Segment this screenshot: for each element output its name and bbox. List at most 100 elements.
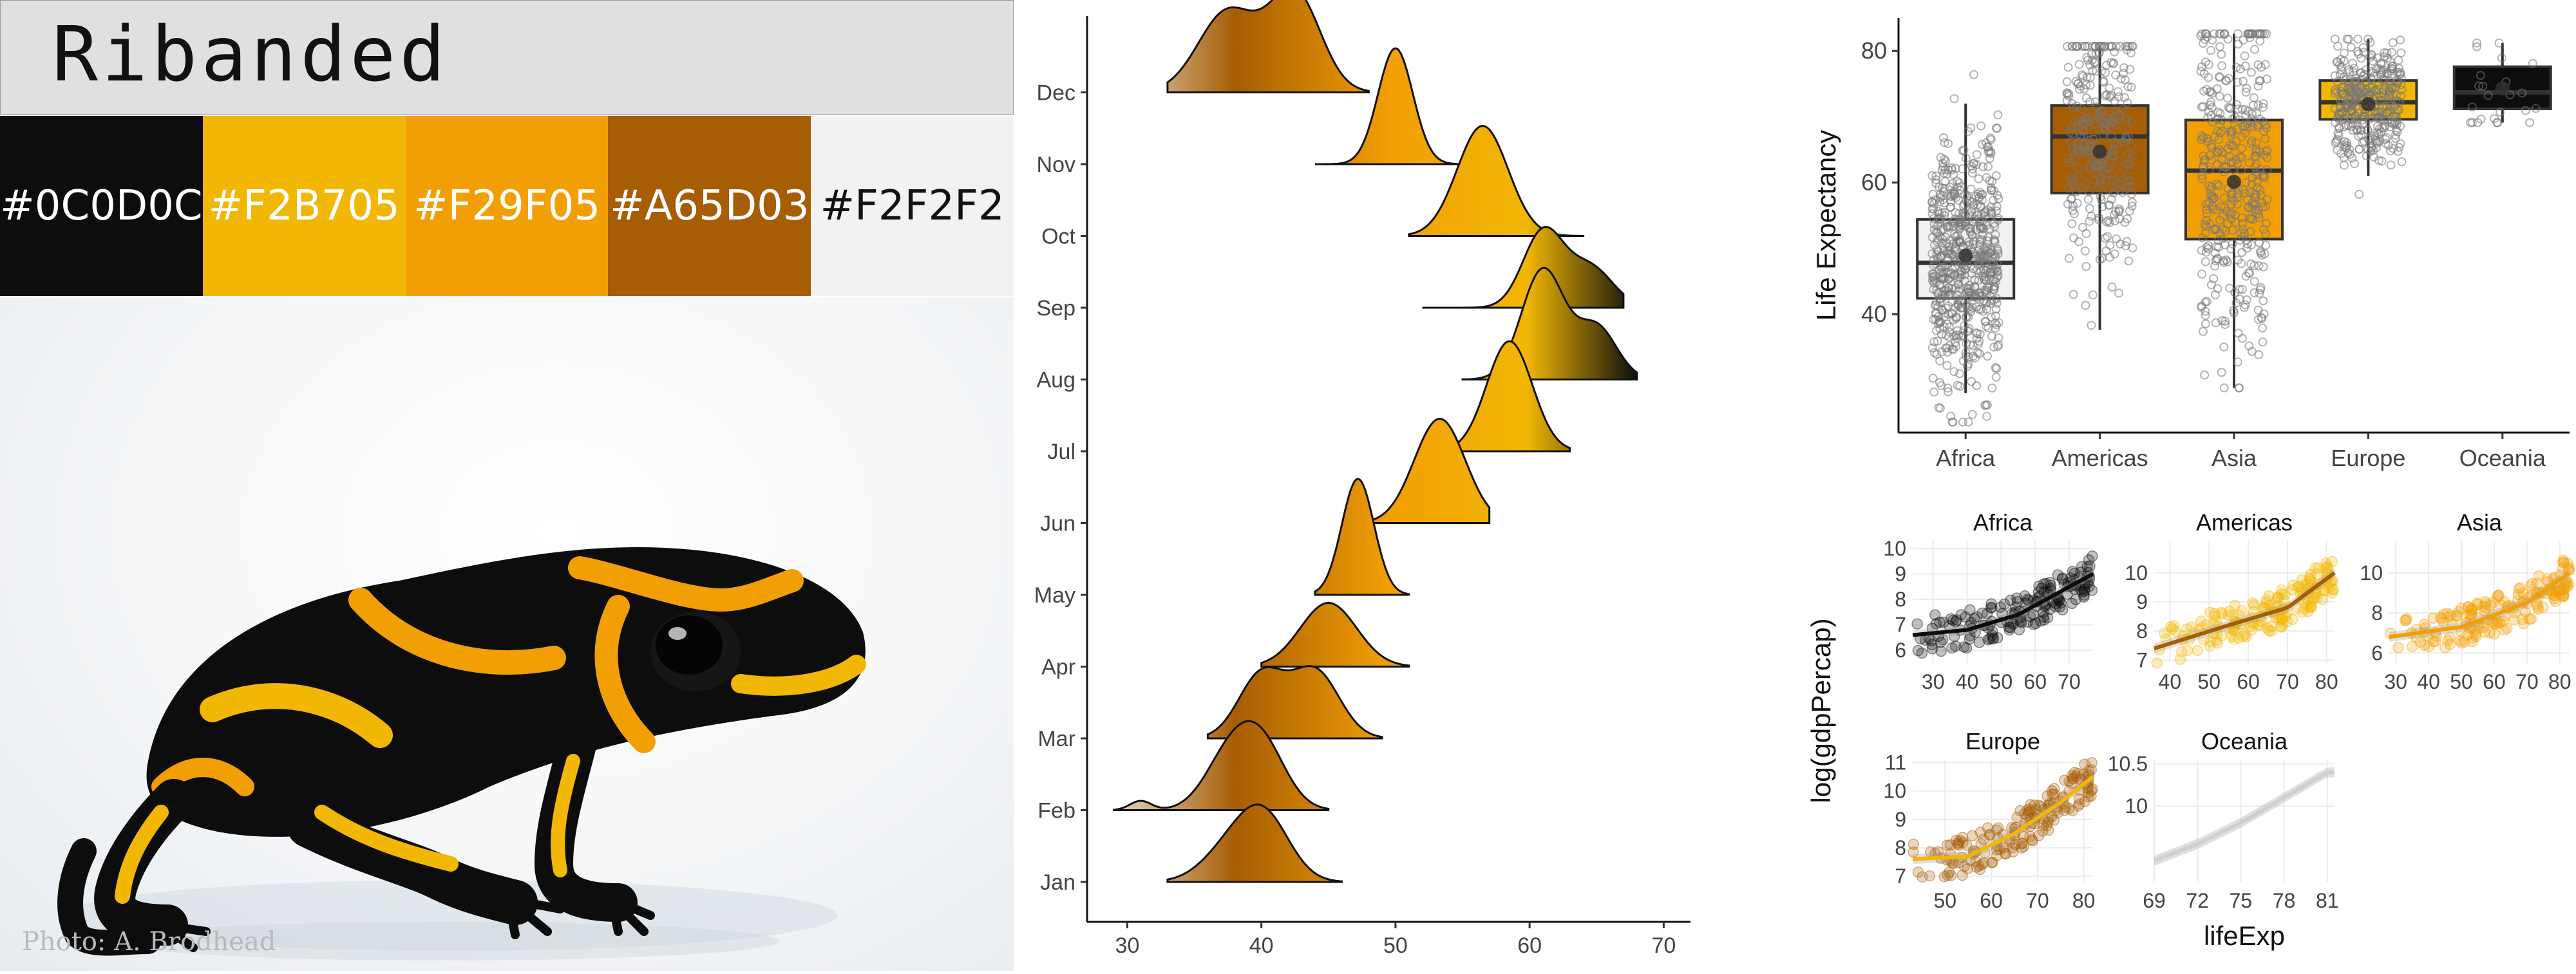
- data-point: [2078, 71, 2088, 81]
- y-tick-label: 10.5: [2108, 753, 2148, 776]
- data-point: [2041, 612, 2054, 624]
- data-point: [2202, 209, 2211, 218]
- data-point: [1965, 224, 1975, 234]
- data-point: [1964, 417, 1973, 427]
- data-point: [2022, 809, 2033, 821]
- data-point: [2332, 57, 2342, 67]
- data-point: [2256, 248, 2266, 258]
- y-tick-label: 7: [2136, 648, 2148, 671]
- data-point: [2248, 599, 2260, 611]
- data-point: [2281, 615, 2293, 628]
- data-point: [2335, 60, 2344, 70]
- ridge-mar: [1206, 665, 1383, 740]
- data-point: [2067, 772, 2079, 784]
- data-point: [2013, 624, 2025, 635]
- data-point: [2521, 106, 2530, 115]
- data-point: [1954, 286, 1964, 296]
- data-point: [2112, 178, 2121, 187]
- data-point: [1955, 273, 1965, 283]
- data-point: [2233, 328, 2243, 338]
- data-point: [2246, 259, 2256, 268]
- data-point: [2271, 593, 2284, 604]
- x-tick-label: 60: [2023, 670, 2047, 693]
- data-point: [2027, 608, 2040, 621]
- data-point: [2206, 46, 2215, 55]
- data-point: [1982, 283, 1992, 292]
- data-point: [1931, 227, 1941, 237]
- data-point: [2242, 295, 2251, 304]
- data-point: [2050, 597, 2062, 610]
- data-point: [2246, 68, 2256, 77]
- data-point: [2000, 848, 2011, 859]
- data-point: [1953, 837, 1964, 849]
- data-point: [2304, 573, 2316, 585]
- data-point: [2115, 206, 2124, 216]
- data-point: [2159, 627, 2171, 639]
- data-point: [2287, 613, 2298, 625]
- data-point: [2083, 791, 2094, 803]
- data-point: [1992, 632, 2003, 644]
- data-point: [2508, 614, 2520, 626]
- data-point: [1912, 644, 1924, 657]
- data-point: [2323, 581, 2335, 594]
- x-tick-label: Americas: [2052, 445, 2148, 471]
- data-point: [2253, 29, 2263, 39]
- data-point: [2388, 38, 2398, 48]
- data-point: [2233, 29, 2243, 39]
- data-point: [1974, 174, 1984, 183]
- data-point: [2074, 170, 2083, 180]
- data-point: [1945, 613, 1957, 624]
- data-point: [1953, 182, 1962, 192]
- data-point: [2127, 201, 2137, 211]
- data-point: [2076, 586, 2088, 598]
- data-point: [1984, 633, 1996, 644]
- data-point: [2075, 567, 2087, 578]
- data-point: [2472, 42, 2481, 52]
- data-point: [2217, 115, 2226, 125]
- data-point: [1955, 369, 1964, 379]
- data-point: [2243, 123, 2253, 133]
- data-point: [2203, 113, 2213, 122]
- x-tick-label: 60: [1517, 933, 1542, 958]
- data-point: [1936, 214, 1946, 224]
- data-point: [2074, 773, 2086, 785]
- data-point: [2400, 614, 2412, 626]
- data-point: [2501, 623, 2513, 634]
- data-point: [2063, 42, 2072, 51]
- data-point: [2249, 288, 2259, 297]
- data-point: [1912, 866, 1924, 878]
- data-point: [2217, 50, 2226, 59]
- data-point: [1975, 234, 1985, 244]
- data-point: [1946, 642, 1958, 654]
- data-point: [2477, 621, 2489, 633]
- y-tick-label: Apr: [1041, 655, 1075, 680]
- data-point: [2391, 130, 2400, 140]
- data-point: [2111, 70, 2121, 80]
- x-tick-label: 40: [1249, 933, 1274, 958]
- data-point: [2376, 127, 2386, 136]
- data-point: [2465, 604, 2477, 616]
- data-point: [1943, 866, 1955, 879]
- data-point: [1987, 856, 1998, 868]
- data-point: [1941, 304, 1951, 313]
- data-point: [2038, 614, 2050, 626]
- data-point: [2068, 129, 2078, 138]
- data-point: [2040, 820, 2052, 832]
- data-point: [2124, 256, 2134, 266]
- x-tick-label: 50: [2197, 670, 2221, 693]
- data-point: [1981, 608, 1993, 620]
- data-point: [2064, 254, 2074, 263]
- data-point: [1975, 291, 1984, 301]
- data-point: [2360, 70, 2369, 79]
- data-point: [2003, 621, 2015, 633]
- data-point: [2210, 261, 2219, 271]
- y-tick-label: 10: [2360, 561, 2383, 585]
- data-point: [2210, 193, 2219, 203]
- data-point: [1947, 417, 1957, 427]
- data-point: [2276, 588, 2287, 600]
- data-point: [2175, 646, 2188, 658]
- data-point: [2243, 29, 2253, 39]
- data-point: [2287, 579, 2299, 592]
- y-tick-label: May: [1034, 583, 1075, 608]
- data-point: [2095, 255, 2105, 265]
